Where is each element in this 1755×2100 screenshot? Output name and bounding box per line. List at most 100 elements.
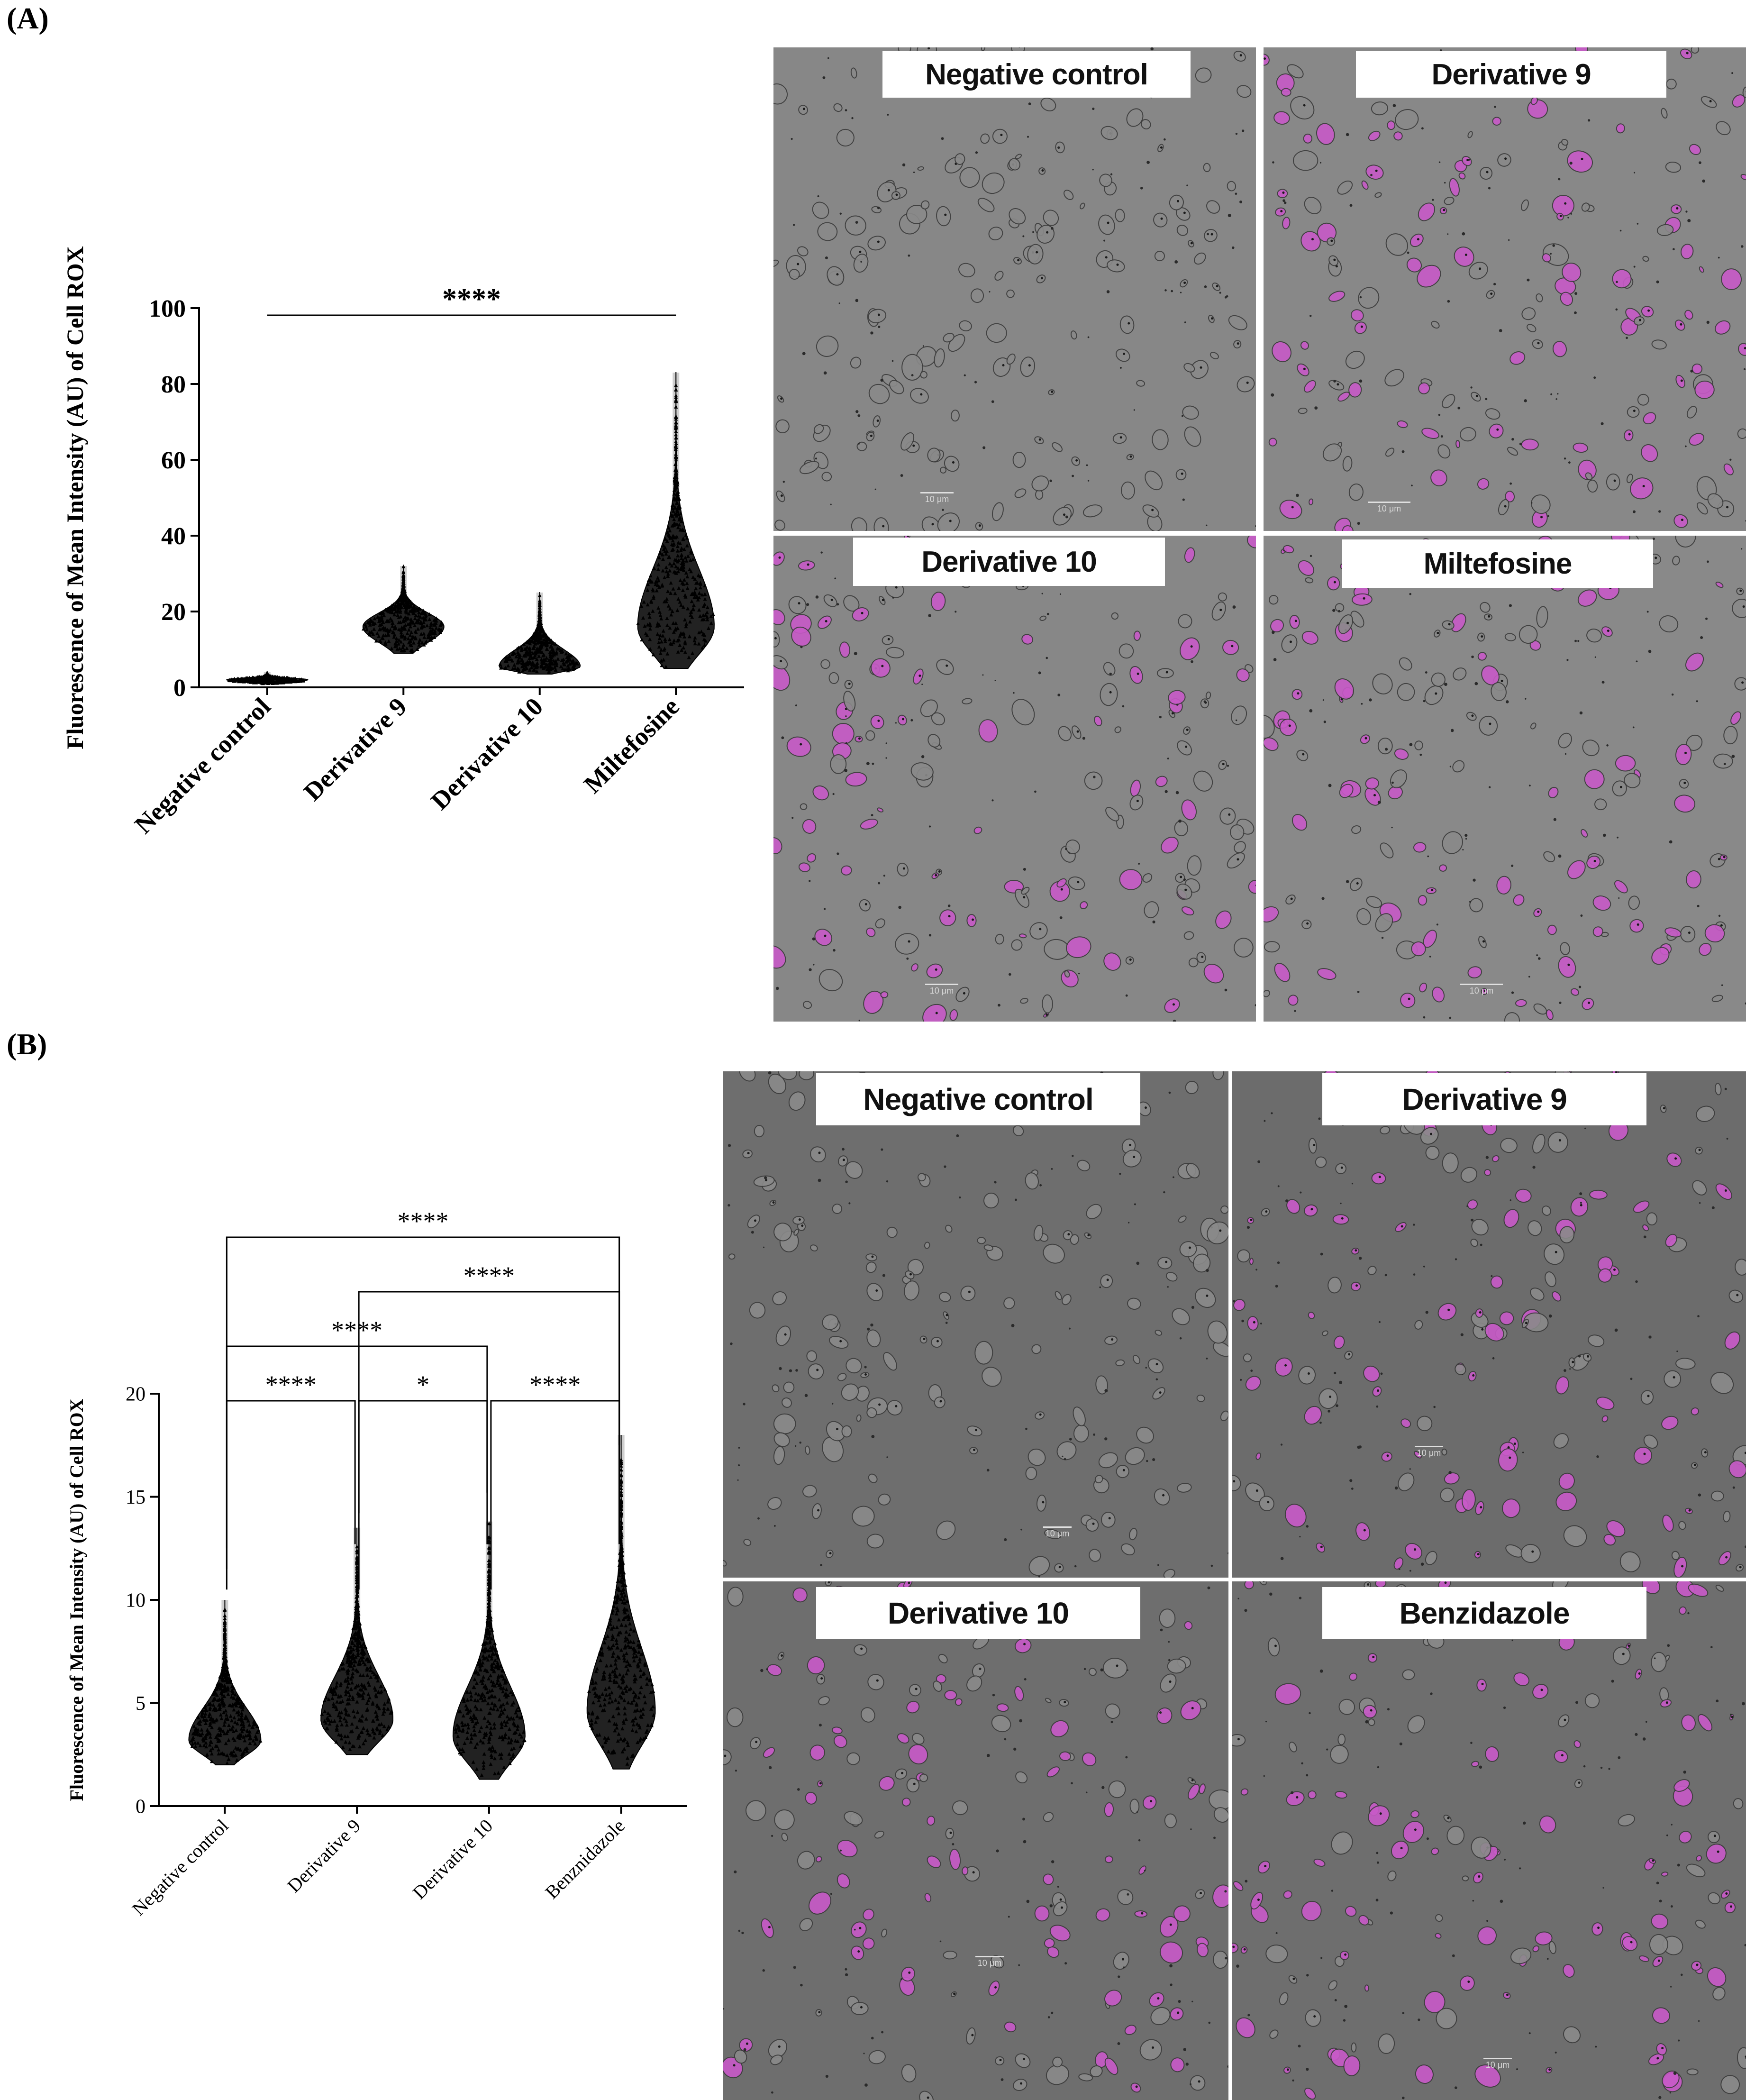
debris (1532, 1166, 1536, 1169)
stained-cell (1661, 1872, 1669, 1877)
cell (1532, 1133, 1546, 1154)
cell (773, 1223, 792, 1242)
cell (1269, 594, 1279, 605)
debris (851, 117, 854, 119)
cell-nucleus (1680, 323, 1682, 326)
debris (895, 722, 897, 724)
debris (1004, 1738, 1007, 1741)
cell-nucleus (1408, 997, 1410, 1000)
debris (1136, 1261, 1140, 1265)
cell-nucleus (1731, 1716, 1734, 1718)
x-category-label: Derivative 9 (298, 692, 412, 806)
cell-nucleus (944, 213, 947, 216)
cell (1335, 1163, 1347, 1174)
cell (937, 512, 960, 531)
debris (751, 1231, 754, 1234)
stained-cell (1715, 1183, 1732, 1200)
cell (991, 502, 1004, 521)
debris (1745, 1002, 1746, 1005)
cell (1086, 1204, 1102, 1219)
stained-cell (1360, 734, 1370, 744)
debris (1331, 1890, 1334, 1892)
debris (771, 2091, 773, 2094)
micrograph-label: Negative control (816, 1073, 1140, 1125)
cell-nucleus (1355, 1249, 1357, 1252)
stained-cell (1236, 668, 1250, 682)
scale-bar: 10 μm (916, 492, 958, 504)
cell-nucleus (1039, 1413, 1042, 1416)
debris (1357, 991, 1360, 993)
cell (802, 1485, 817, 1497)
debris (1123, 1966, 1125, 1968)
debris (845, 1180, 848, 1183)
stained-cell (1674, 320, 1685, 331)
debris (839, 1849, 842, 1852)
debris (1601, 681, 1605, 684)
cell-nucleus (1136, 800, 1139, 803)
stained-cell (927, 1816, 936, 1826)
cell-nucleus (1233, 1480, 1236, 1483)
cell (1232, 1734, 1246, 1747)
stained-cell (1104, 1802, 1114, 1817)
debris (845, 109, 847, 111)
debris (928, 825, 931, 828)
cell-nucleus (1157, 1997, 1160, 2000)
stained-cell (1681, 1714, 1696, 1731)
micrograph-label: Derivative 10 (853, 538, 1165, 586)
debris (845, 715, 847, 717)
cell (1107, 259, 1125, 273)
cell-nucleus (1633, 410, 1636, 412)
stained-cell (1652, 2007, 1670, 2024)
cell (1237, 85, 1252, 98)
debris (827, 57, 829, 59)
stained-cell (1554, 1750, 1568, 1763)
stained-cell (1181, 799, 1197, 821)
debris (864, 2083, 868, 2087)
cell-nucleus (839, 1340, 842, 1342)
cell (1695, 1919, 1706, 1929)
cell-nucleus (1477, 1553, 1480, 1556)
stained-cell (1393, 131, 1403, 141)
debris (1580, 914, 1583, 917)
cell (1108, 1780, 1126, 1799)
stained-cell (1273, 111, 1290, 125)
cell-nucleus (1540, 516, 1543, 519)
cell-nucleus (1661, 2047, 1664, 2050)
cell-nucleus (1482, 940, 1485, 943)
stained-cell (1581, 829, 1588, 838)
debris (1332, 609, 1336, 612)
cell-nucleus (1481, 1328, 1484, 1331)
stained-cell (1633, 1200, 1650, 1213)
cell (1338, 1698, 1355, 1715)
cell (906, 1778, 920, 1793)
cell (1479, 715, 1498, 736)
cell-nucleus (1723, 856, 1726, 858)
stained-cell (901, 1798, 911, 1807)
debris (845, 742, 847, 744)
debris (1687, 1612, 1690, 1615)
debris (1062, 1455, 1064, 1457)
debris (800, 645, 803, 648)
cell (817, 222, 838, 241)
cell (1193, 1253, 1211, 1273)
cell-nucleus (1172, 1003, 1175, 1006)
debris (1338, 610, 1341, 612)
debris (1617, 836, 1619, 839)
debris (1656, 1881, 1659, 1885)
stained-cell (1432, 986, 1445, 1003)
cell-nucleus (895, 586, 898, 589)
stained-cell (773, 945, 786, 969)
stained-cell (1348, 382, 1362, 398)
cell (1125, 1447, 1145, 1465)
debris (994, 1181, 997, 1184)
debris (1413, 1223, 1415, 1226)
debris (815, 595, 819, 599)
debris (1409, 1468, 1411, 1470)
cell-nucleus (877, 313, 880, 316)
debris (1277, 1185, 1280, 1187)
stained-cell (1094, 715, 1102, 727)
cell (1716, 121, 1731, 136)
debris (1608, 1768, 1610, 1770)
debris (1486, 1920, 1489, 1922)
stained-cell (1552, 341, 1567, 357)
